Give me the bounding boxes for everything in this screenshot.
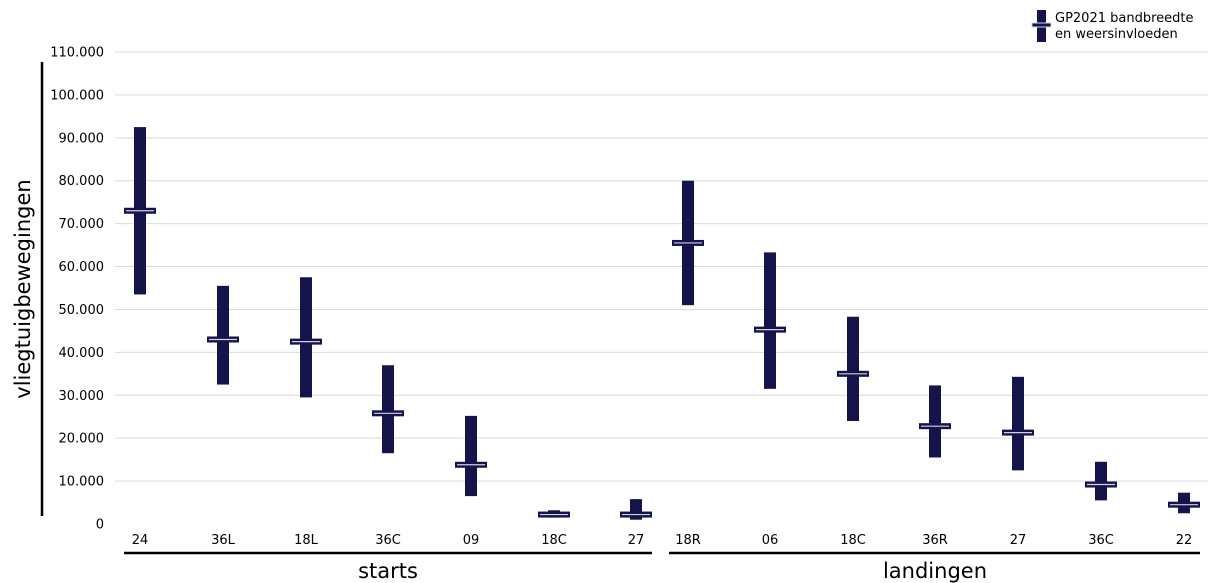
y-tick-label: 100.000 [50, 88, 104, 103]
range-bar-landingen-27 [1012, 376, 1024, 471]
range-bar-starts-36C [382, 365, 394, 454]
range-bar-starts-18L [300, 277, 312, 398]
legend-label-line2: en weersinvloeden [1055, 27, 1178, 42]
range-bar-landingen-06 [764, 252, 776, 389]
x-tick-label: 18L [294, 533, 319, 548]
x-tick-label: 18R [675, 533, 701, 548]
y-tick-labels: 0 10.000 20.000 30.000 40.000 50.000 60.000 70.… [50, 46, 104, 533]
legend-label-line1: GP2021 bandbreedte [1055, 11, 1194, 26]
y-tick-label: 60.000 [59, 260, 105, 275]
y-tick-label: 90.000 [59, 131, 105, 146]
grid-layer [115, 51, 1208, 482]
x-tick-label: 09 [463, 533, 480, 548]
x-tick-label: 24 [132, 533, 149, 548]
y-tick-label: 40.000 [59, 346, 105, 361]
x-tick-label: 06 [762, 533, 779, 548]
starts-group-label: starts [358, 559, 418, 583]
x-tick-label: 36C [375, 533, 401, 548]
range-bar-landingen-36R [929, 385, 941, 458]
y-tick-label: 80.000 [59, 174, 105, 189]
range-bar-landingen-18C [847, 316, 859, 422]
landingen-group-label: landingen [883, 559, 987, 583]
y-tick-label: 0 [96, 518, 104, 533]
y-tick-label: 20.000 [59, 432, 105, 447]
x-tick-label: 27 [628, 533, 645, 548]
range-bar-landingen-36C [1095, 461, 1107, 501]
x-tick-label: 36L [211, 533, 236, 548]
y-tick-label: 70.000 [59, 217, 105, 232]
bar-layer [124, 127, 1200, 520]
x-tick-label: 36C [1088, 533, 1114, 548]
x-tick-label: 22 [1176, 533, 1193, 548]
y-tick-label: 30.000 [59, 389, 105, 404]
y-tick-label: 10.000 [59, 475, 105, 490]
range-bar-starts-09 [465, 415, 477, 497]
range-bar-starts-36L [217, 285, 229, 385]
y-axis-title: vliegtuigbewegingen [11, 179, 35, 398]
category-labels: 24 36L 18L 36C 09 18C 27 18R 06 18C 36R 27 36C 22 [132, 533, 1193, 548]
x-tick-label: 18C [541, 533, 567, 548]
x-tick-label: 18C [840, 533, 866, 548]
x-tick-label: 36R [922, 533, 948, 548]
y-tick-label: 110.000 [50, 46, 104, 61]
legend: GP2021 bandbreedte en weersinvloeden [1031, 10, 1194, 42]
x-tick-label: 27 [1010, 533, 1027, 548]
legend-marker-icon [1031, 22, 1052, 28]
y-tick-label: 50.000 [59, 303, 105, 318]
